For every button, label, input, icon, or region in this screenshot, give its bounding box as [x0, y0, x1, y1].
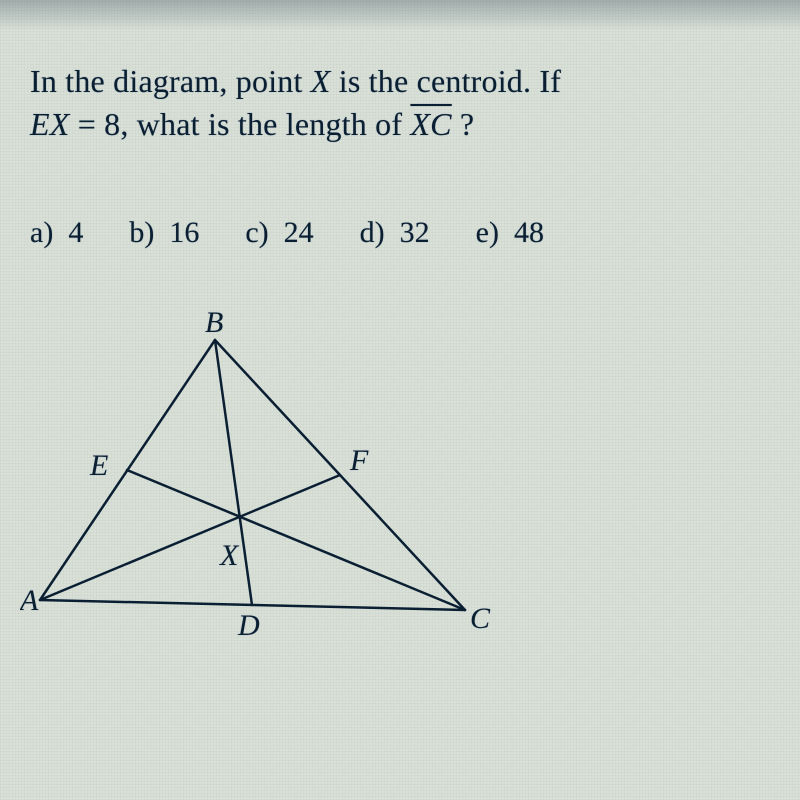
choice-value: 48: [514, 216, 544, 249]
q-var-x: X: [311, 63, 331, 99]
vertex-label-F: F: [349, 444, 369, 477]
choice-letter: c): [245, 216, 268, 249]
diagram-container: A B C E F D X: [20, 310, 770, 655]
answer-choices: a) 4 b) 16 c) 24 d) 32 e) 48: [30, 216, 770, 250]
q-line1-suffix: is the centroid. If: [331, 63, 562, 99]
choice-c[interactable]: c) 24: [245, 216, 313, 250]
vertex-label-E: E: [89, 449, 108, 482]
q-seg-ex: EX: [30, 106, 70, 142]
triangle-diagram: A B C E F D X: [20, 310, 520, 650]
vertex-label-X: X: [219, 539, 240, 572]
edge-AF: [40, 475, 340, 600]
vertex-label-A: A: [20, 584, 39, 617]
q-qmark: ?: [452, 106, 475, 142]
vertex-label-D: D: [237, 609, 260, 642]
edge-CE: [127, 470, 465, 610]
q-eq: = 8, what is the length of: [70, 106, 411, 142]
choice-value: 32: [400, 216, 430, 249]
choice-value: 4: [68, 216, 83, 249]
q-seg-xc: XC: [410, 106, 451, 142]
choice-letter: d): [360, 216, 385, 249]
choice-letter: b): [129, 216, 154, 249]
choice-d[interactable]: d) 32: [360, 216, 430, 250]
choice-letter: e): [476, 216, 499, 249]
worksheet-page: In the diagram, point X is the centroid.…: [0, 0, 800, 685]
choice-value: 16: [169, 216, 199, 249]
question-text: In the diagram, point X is the centroid.…: [30, 60, 770, 146]
choice-letter: a): [30, 216, 53, 249]
choice-e[interactable]: e) 48: [476, 216, 544, 250]
choice-value: 24: [284, 216, 314, 249]
q-line1-prefix: In the diagram, point: [30, 63, 311, 99]
choice-a[interactable]: a) 4: [30, 216, 83, 250]
choice-b[interactable]: b) 16: [129, 216, 199, 250]
vertex-label-B: B: [205, 310, 223, 339]
vertex-label-C: C: [470, 602, 491, 635]
